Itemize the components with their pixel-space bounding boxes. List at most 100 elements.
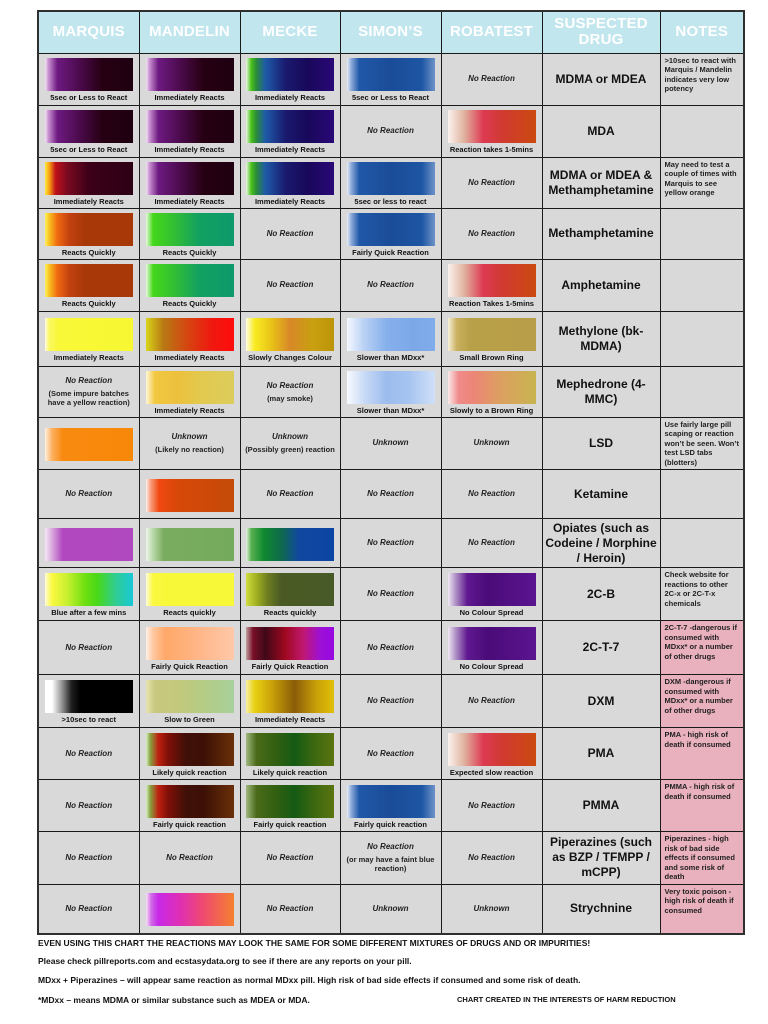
reaction-cell-robatest: No Reaction <box>440 52 543 106</box>
reaction-content: Fairly quick reaction <box>341 783 441 829</box>
reaction-content: Unknown (Possibly green) reaction <box>241 432 340 454</box>
reaction-cell-mandelin: Unknown (Likely no reaction) <box>138 416 241 470</box>
table-row: 5sec or Less to React Immediately Reacts I… <box>37 52 745 106</box>
color-swatch <box>145 527 234 561</box>
reaction-content: Slowly to a Brown Ring <box>442 369 542 415</box>
color-swatch <box>447 264 536 297</box>
footer-credit: CHART CREATED IN THE INTERESTS OF HARM R… <box>457 995 676 1004</box>
suspected-drug-cell: MDMA or MDEA & Methamphetamine <box>541 156 661 209</box>
reaction-content: No Reaction <box>39 801 139 811</box>
reaction-caption: Immediately Reacts <box>53 352 124 362</box>
reaction-content: No Reaction (may smoke) <box>241 381 340 403</box>
reaction-content: Immediately Reacts <box>140 316 240 362</box>
reaction-content: Unknown <box>442 438 542 448</box>
note-cell <box>659 258 745 312</box>
table-row: No Reaction No Reaction No Reaction No Reac… <box>37 831 745 885</box>
note-cell: Use fairly large pill scaping or reactio… <box>659 416 745 470</box>
reaction-content: No Reaction <box>442 74 542 84</box>
reaction-content: Fairly Quick Reaction <box>140 625 240 671</box>
reaction-cell-mecke <box>239 518 341 568</box>
reaction-content: Immediately Reacts <box>140 369 240 415</box>
reaction-content: Unknown (Likely no reaction) <box>140 432 240 454</box>
reaction-caption: Immediately Reacts <box>254 145 326 154</box>
reaction-caption: Slowly Changes Colour <box>248 352 332 362</box>
reaction-content: No Reaction <box>341 489 441 499</box>
reaction-cell-robatest: Reaction Takes 1-5mins <box>440 258 543 312</box>
reaction-text: No Reaction <box>367 748 414 758</box>
reaction-content: No Reaction <box>39 643 139 653</box>
table-row: Immediately Reacts Immediately Reacts Imme… <box>37 156 745 209</box>
color-swatch <box>346 370 435 404</box>
table-row: Immediately Reacts Immediately Reacts Slow… <box>37 310 745 367</box>
reaction-cell-simons: No Reaction (or may have a faint blue rea… <box>339 831 442 885</box>
reaction-cell-simons: 5sec or less to react <box>339 156 442 209</box>
reaction-cell-mandelin: Reacts Quickly <box>138 207 241 260</box>
reaction-caption: Reacts Quickly <box>162 247 217 257</box>
reaction-content <box>241 526 340 561</box>
reaction-cell-robatest: No Reaction <box>440 831 543 885</box>
reaction-text: No Reaction <box>367 589 414 598</box>
reaction-cell-mandelin: Immediately Reacts <box>138 365 241 418</box>
table-row: Unknown (Likely no reaction) Unknown (Possi… <box>37 416 745 470</box>
reaction-cell-robatest: No Colour Spread <box>440 567 543 621</box>
reaction-cell-mecke: Likely quick reaction <box>239 727 341 780</box>
reaction-content: Reaction Takes 1-5mins <box>442 262 542 308</box>
reaction-content: No Reaction <box>241 229 340 239</box>
reaction-cell-mandelin <box>138 518 241 568</box>
reaction-cell-simons: No Reaction <box>339 469 442 519</box>
danger-note-cell: DXM -dangerous if consumed with MDxx* or… <box>659 674 745 728</box>
reaction-caption: Reaction Takes 1-5mins <box>449 299 534 308</box>
color-swatch <box>447 732 536 766</box>
reaction-caption: Likely quick reaction <box>252 767 328 777</box>
reaction-caption: 5sec or Less to React <box>50 93 128 102</box>
suspected-drug-cell: Piperazines (such as BZP / TFMPP / mCPP) <box>541 831 661 885</box>
suspected-drug-cell: LSD <box>541 416 661 470</box>
reaction-cell-marquis: No Reaction <box>37 779 140 832</box>
table-row: No Reaction (Some impure batches have a y… <box>37 365 745 418</box>
color-swatch <box>145 626 234 660</box>
reaction-content: Slowly Changes Colour <box>241 316 340 362</box>
reaction-text: No Reaction <box>65 489 113 498</box>
reaction-cell-marquis <box>37 416 140 470</box>
reaction-cell-robatest: No Reaction <box>440 779 543 832</box>
reaction-cell-marquis: Immediately Reacts <box>37 310 140 367</box>
header-row: MARQUIS MANDELIN MECKE SIMON’S ROBATEST … <box>37 10 745 54</box>
color-swatch <box>447 317 536 351</box>
reaction-cell-robatest: No Reaction <box>440 156 543 209</box>
reaction-cell-mecke: No Reaction <box>239 207 341 260</box>
note-cell <box>659 310 745 367</box>
header-marquis: MARQUIS <box>37 10 140 54</box>
reaction-text: No Reaction <box>367 126 414 135</box>
table-row: No Reaction Fairly quick reaction Fairly q… <box>37 779 745 832</box>
reaction-content: No Reaction <box>341 280 441 290</box>
reaction-cell-marquis: 5sec or Less to React <box>37 52 140 106</box>
reaction-cell-simons: No Reaction <box>339 104 442 158</box>
reaction-content: Immediately Reacts <box>140 108 240 154</box>
suspected-drug-cell: Opiates (such as Codeine / Morphine / He… <box>541 518 661 568</box>
reaction-cell-mandelin: Slow to Green <box>138 674 241 728</box>
footer-check-sites: Please check pillreports.com and ecstasy… <box>38 956 412 966</box>
suspected-drug-cell: Mephedrone (4-MMC) <box>541 365 661 418</box>
header-simons: SIMON’S <box>339 10 442 54</box>
reagent-chart-table: MARQUIS MANDELIN MECKE SIMON’S ROBATEST … <box>37 10 745 935</box>
reaction-cell-mecke: Immediately Reacts <box>239 104 341 158</box>
reaction-content <box>140 477 240 512</box>
reaction-cell-mecke: Immediately Reacts <box>239 156 341 209</box>
reaction-caption: Reaction takes 1-5mins <box>449 145 534 154</box>
reaction-content: Reacts Quickly <box>39 211 139 257</box>
reaction-caption: Immediately Reacts <box>154 93 225 102</box>
color-swatch <box>44 527 133 561</box>
reaction-cell-mecke: Immediately Reacts <box>239 52 341 106</box>
reaction-caption: Slower than MDxx* <box>356 352 425 362</box>
color-swatch <box>44 427 133 461</box>
reaction-content: No Reaction <box>442 489 542 499</box>
reaction-cell-mandelin: Immediately Reacts <box>138 310 241 367</box>
suspected-drug-cell: 2C-T-7 <box>541 620 661 675</box>
reaction-content <box>140 526 240 561</box>
reaction-content: Unknown <box>341 904 441 914</box>
reaction-content: Immediately Reacts <box>39 316 139 362</box>
reaction-text: Unknown <box>372 438 409 448</box>
color-swatch <box>346 784 435 818</box>
reaction-caption: Fairly quick reaction <box>153 819 226 829</box>
color-swatch <box>44 680 133 713</box>
